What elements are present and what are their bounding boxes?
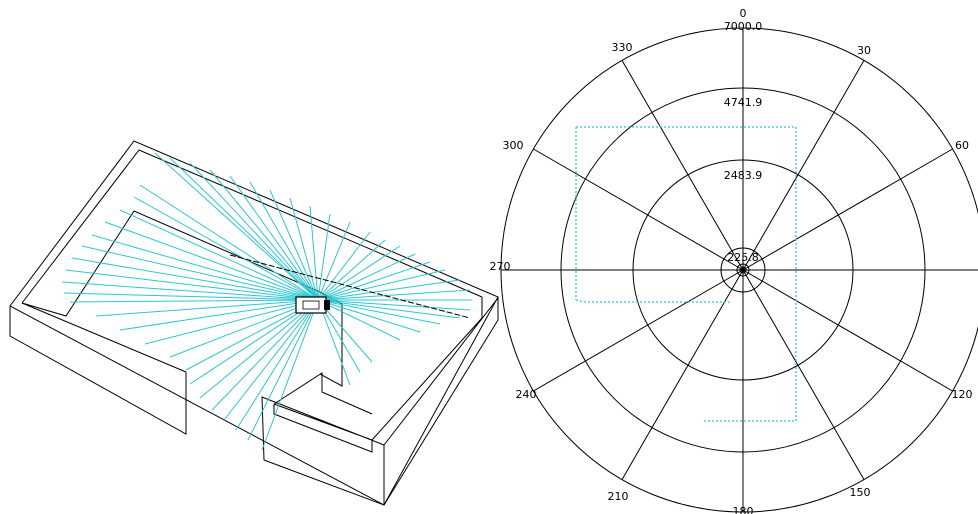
- scan-ray: [229, 175, 319, 301]
- polar-angle-label: 330: [612, 41, 633, 54]
- scan-ray: [317, 299, 441, 325]
- polar-angle-label: 0: [740, 7, 747, 20]
- scan-ray: [289, 197, 319, 301]
- scan-ray: [139, 184, 319, 301]
- scan-ray: [63, 292, 319, 301]
- polar-ring-label: 7000.0: [724, 20, 763, 33]
- room-floor-outline: [9, 140, 499, 506]
- scan-ray: [249, 181, 319, 301]
- scan-ray: [69, 299, 319, 303]
- polar-spoke: [621, 269, 744, 480]
- scan-ray: [61, 281, 319, 301]
- room-inner-floor: [21, 210, 321, 317]
- polar-angle-label: 120: [952, 388, 973, 401]
- scan-ray: [247, 299, 319, 441]
- scan-ray: [317, 269, 446, 301]
- polar-spoke: [742, 148, 953, 271]
- scan-ray: [317, 253, 416, 301]
- scan-ray: [189, 162, 319, 301]
- polar-spoke: [533, 148, 744, 271]
- polar-angle-label: 150: [850, 486, 871, 499]
- scan-ray: [317, 299, 461, 319]
- room-3d-view: [9, 140, 499, 506]
- scan-ray: [209, 169, 319, 301]
- room-left-wall: [9, 306, 187, 435]
- polar-spoke: [742, 269, 865, 480]
- polar-ring-label: 2483.9: [724, 169, 763, 182]
- polar-angle-label: 60: [955, 139, 969, 152]
- polar-spoke: [621, 60, 744, 271]
- room-closet-inner: [273, 391, 373, 453]
- scan-ray: [169, 299, 319, 358]
- scan-ray: [119, 209, 319, 301]
- scan-ray: [119, 299, 319, 331]
- scan-ray: [317, 299, 421, 333]
- scan-ray: [199, 299, 319, 399]
- polar-spoke: [742, 60, 865, 271]
- scan-ray: [317, 239, 386, 301]
- scan-ray: [317, 299, 373, 363]
- scan-ray: [154, 152, 319, 301]
- scan-ray: [91, 234, 319, 301]
- polar-angle-label: 180: [733, 505, 754, 514]
- scan-ray: [235, 299, 319, 431]
- polar-angle-label: 300: [503, 139, 524, 152]
- room-inner-rim: [21, 149, 483, 304]
- scan-ray: [65, 269, 319, 301]
- polar-ring-label: 225.8: [727, 251, 759, 264]
- scan-ray: [317, 231, 371, 301]
- scan-ray: [133, 196, 319, 301]
- scan-ray: [317, 245, 401, 301]
- scan-ray: [309, 205, 319, 301]
- scan-ray: [104, 221, 319, 301]
- polar-angle-label: 30: [857, 44, 871, 57]
- scan-ray: [261, 299, 319, 451]
- scan-ray: [317, 279, 461, 301]
- laser-sensor-icon: [295, 296, 330, 314]
- scan-ray: [317, 299, 401, 341]
- scan-ray: [317, 221, 351, 301]
- polar-angle-label: 210: [608, 490, 629, 503]
- polar-ring-label: 4741.9: [724, 96, 763, 109]
- polar-spoke: [533, 269, 744, 392]
- scan-ray: [189, 299, 319, 385]
- sensor-axis-line: [229, 254, 471, 319]
- scan-ray: [269, 189, 319, 301]
- polar-angle-label: 240: [516, 388, 537, 401]
- scan-ray: [317, 299, 471, 311]
- scan-ray: [317, 289, 471, 301]
- scan-rays: [61, 152, 472, 451]
- scan-ray: [317, 261, 431, 301]
- scan-ray: [169, 157, 319, 301]
- polar-plot: 7000.04741.92483.9225.803060901201501802…: [490, 7, 978, 514]
- scan-ray: [95, 299, 319, 317]
- scan-ray: [211, 299, 319, 411]
- polar-angle-label: 270: [490, 260, 511, 273]
- scan-ray: [317, 299, 351, 386]
- scan-ray: [81, 245, 319, 301]
- polar-spoke: [742, 269, 953, 392]
- scan-ray: [144, 299, 319, 345]
- scan-ray: [317, 213, 331, 301]
- room-closet: [261, 296, 499, 506]
- scan-ray: [71, 257, 319, 301]
- scan-ray: [223, 299, 319, 421]
